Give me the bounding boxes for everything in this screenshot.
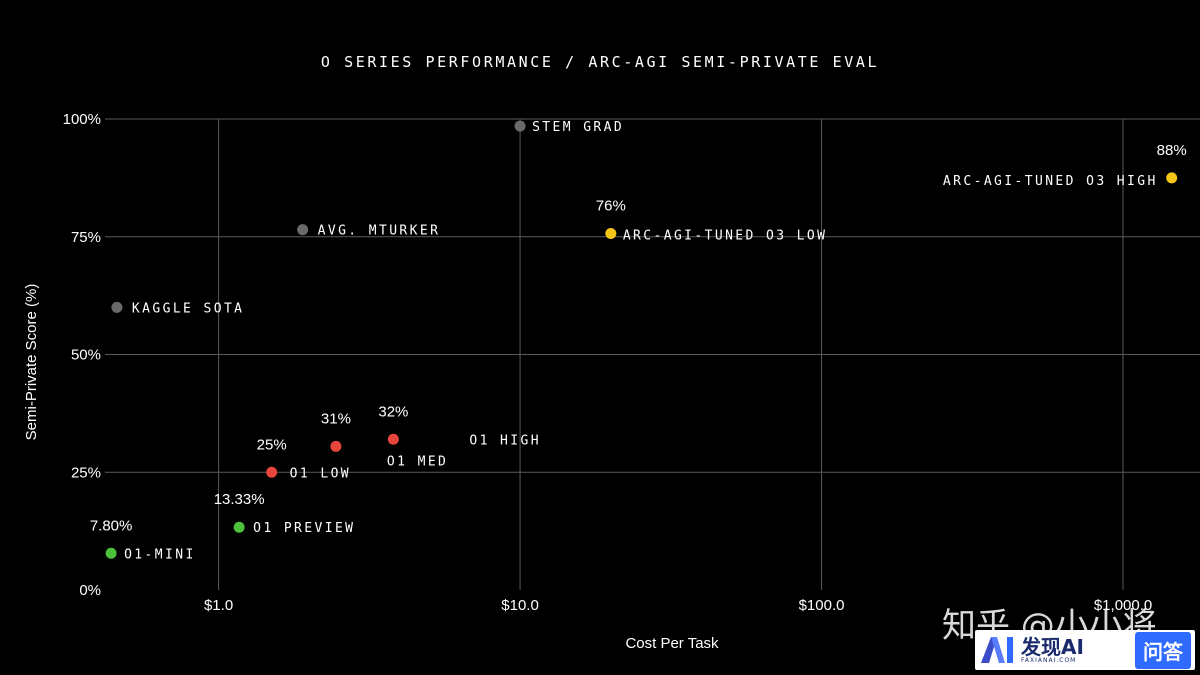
point-label: ARC-AGI-TUNED O3 HIGH (943, 174, 1158, 189)
y-tick-label: 25% (71, 464, 101, 481)
x-axis-label: Cost Per Task (625, 635, 719, 652)
value-label: 88% (1157, 142, 1187, 159)
x-axis-ticks: $1.0 $10.0 $100.0 $1,000.0 (204, 597, 1152, 614)
grid (105, 118, 1200, 590)
x-tick-label: $100.0 (799, 597, 845, 614)
y-axis-ticks: 0% 25% 50% 75% 100% (63, 111, 101, 599)
badge-brand: 发现AI (1021, 634, 1084, 659)
badge-text: 发现AI FAXIANAI.COM (1021, 637, 1084, 664)
value-label: 13.33% (214, 491, 265, 508)
point-label: O1-MINI (124, 547, 196, 562)
point-label: O1 LOW (290, 466, 351, 481)
y-tick-label: 100% (63, 111, 101, 128)
value-label: 31% (321, 410, 351, 427)
value-label: 7.80% (90, 517, 133, 534)
value-label: 32% (378, 403, 408, 420)
point-label: ARC-AGI-TUNED O3 LOW (623, 228, 828, 243)
point-label: O1 HIGH (469, 433, 541, 448)
faxianai-badge[interactable]: 发现AI FAXIANAI.COM 问答 (975, 630, 1195, 670)
point-label: STEM GRAD (532, 120, 624, 135)
data-point (387, 433, 399, 445)
data-point (605, 227, 617, 239)
data-point (266, 466, 278, 478)
data-point (111, 301, 123, 313)
x-tick-label: $1,000.0 (1094, 597, 1152, 614)
data-point (330, 440, 342, 452)
data-point (233, 521, 245, 533)
data-point (1166, 172, 1178, 184)
qa-button[interactable]: 问答 (1135, 631, 1191, 669)
y-tick-label: 0% (79, 582, 101, 599)
data-point (514, 120, 526, 132)
y-tick-label: 75% (71, 229, 101, 246)
data-points: STEM GRAD AVG. MTURKER KAGGLE SOTA ARC-AGI-… (90, 120, 1187, 562)
point-label: O1 PREVIEW (253, 521, 355, 536)
x-tick-label: $10.0 (501, 597, 539, 614)
y-tick-label: 50% (71, 347, 101, 364)
data-point (297, 224, 309, 236)
point-label: AVG. MTURKER (318, 224, 441, 239)
ai-logo-icon (975, 630, 1019, 670)
chart-title: O SERIES PERFORMANCE / ARC-AGI SEMI-PRIV… (321, 53, 879, 71)
x-tick-label: $1.0 (204, 597, 233, 614)
data-point (105, 547, 117, 559)
value-label: 25% (257, 436, 287, 453)
y-axis-label: Semi-Private Score (%) (23, 284, 40, 441)
badge-url: FAXIANAI.COM (1021, 656, 1077, 664)
value-label: 76% (596, 197, 626, 214)
point-label: KAGGLE SOTA (132, 301, 245, 316)
point-label: O1 MED (387, 454, 448, 469)
